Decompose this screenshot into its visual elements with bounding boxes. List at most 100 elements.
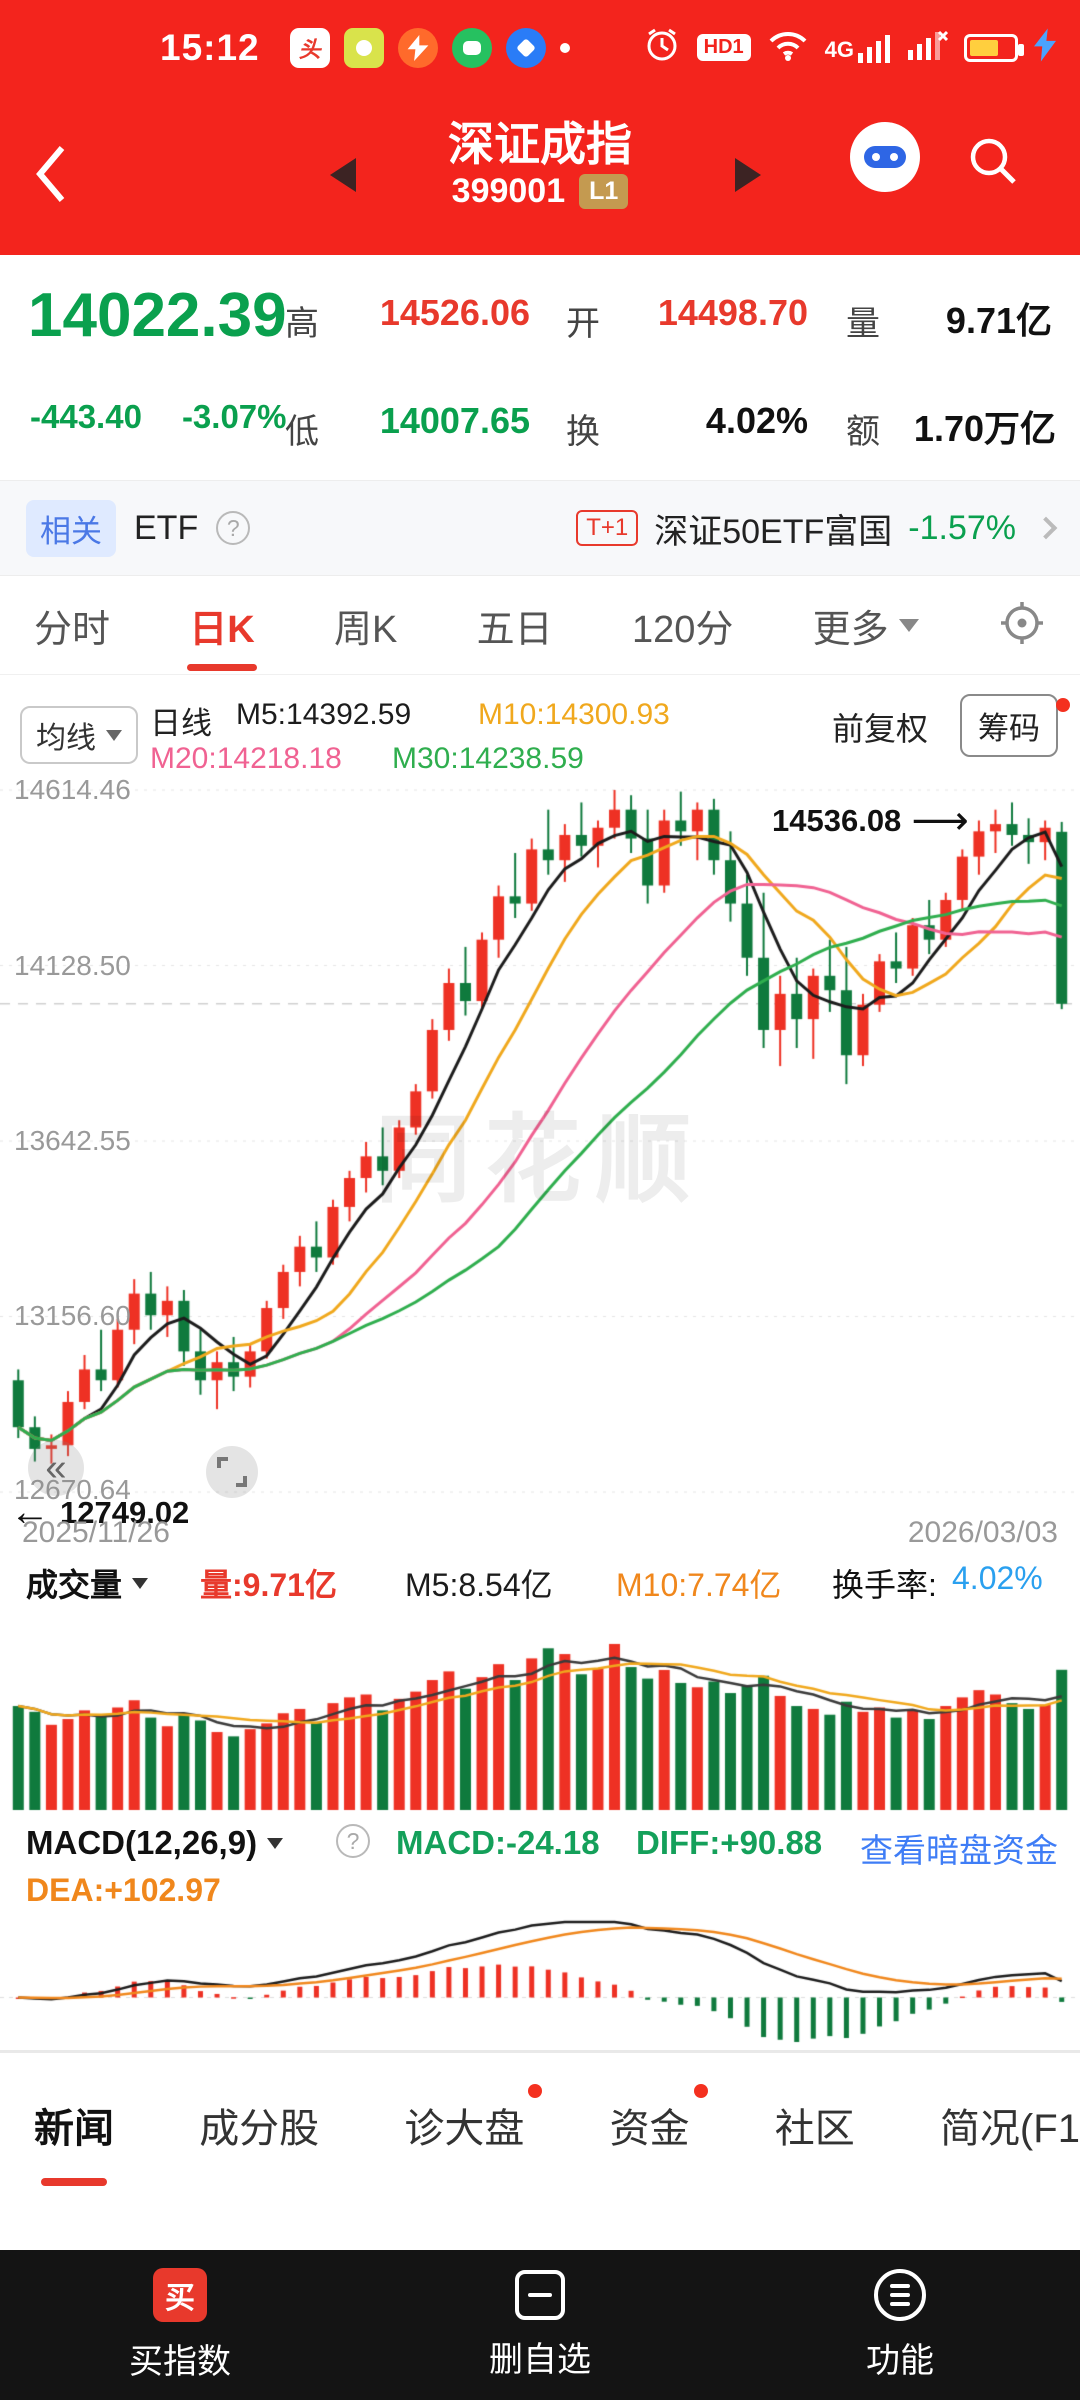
fullscreen-button[interactable] <box>206 1446 258 1498</box>
sticker-app-icon <box>343 27 384 68</box>
next-stock-button[interactable] <box>735 158 761 192</box>
left-arrow-icon: ← <box>10 1490 50 1534</box>
related-etf-name: 深证50ETF富国 <box>654 512 893 551</box>
volume-canvas[interactable] <box>0 1622 1080 1812</box>
watermark: 同花顺 <box>375 1107 705 1214</box>
t1-badge: T+1 <box>576 510 639 546</box>
low-label: 低 <box>285 413 319 451</box>
chips-distribution-button[interactable]: 筹码 <box>960 694 1058 757</box>
ma5-value: M5:14392.59 <box>236 698 412 731</box>
status-bar: 15:12 头 HD1 4G <box>0 0 1080 95</box>
tab-daily-k[interactable]: 日K <box>187 577 258 675</box>
ma20-value: M20:14218.18 <box>150 742 342 775</box>
date-start: 2025/11/26 <box>22 1516 170 1549</box>
flash-app-icon <box>397 27 438 68</box>
related-etf-change: -1.57% <box>908 508 1016 547</box>
volume-current: 量:9.71亿 <box>200 1567 337 1603</box>
open-label: 开 <box>566 305 600 343</box>
content-tab-bar: 新闻 成分股 诊大盘 资金 社区 简况(F1 <box>0 2056 1080 2194</box>
macd-canvas[interactable] <box>0 1916 1080 2048</box>
chart-settings-icon[interactable] <box>998 599 1046 652</box>
low-value: 14007.65 <box>379 400 530 441</box>
tab-constituents[interactable]: 成分股 <box>199 2107 320 2151</box>
date-end: 2026/03/03 <box>907 1516 1058 1549</box>
macd-pane-selector[interactable]: MACD(12,26,9) <box>26 1824 284 1862</box>
tab-five-day[interactable]: 五日 <box>476 609 553 651</box>
tab-minute[interactable]: 分时 <box>34 609 111 651</box>
tab-120min[interactable]: 120分 <box>631 609 734 651</box>
red-dot-badge <box>528 2084 543 2098</box>
notification-icons: 头 <box>289 27 570 68</box>
kline-canvas[interactable] <box>0 775 1080 1510</box>
turnover-rate-value: 4.02% <box>952 1560 1043 1596</box>
volume-pane-selector[interactable]: 成交量 <box>26 1560 149 1606</box>
tab-profile[interactable]: 简况(F1 <box>939 2107 1080 2151</box>
browser-app-icon <box>505 27 546 68</box>
buy-index-label: 买指数 <box>129 2342 231 2381</box>
high-label: 高 <box>285 305 319 343</box>
charging-bolt-icon <box>1034 28 1056 67</box>
toutiao-app-icon: 头 <box>289 27 330 68</box>
adjust-mode-label[interactable]: 前复权 <box>832 711 929 747</box>
buy-icon: 买 <box>153 2267 207 2322</box>
hd-call-badge: HD1 <box>696 34 751 61</box>
tab-more[interactable]: 更多 <box>813 577 919 675</box>
bottom-nav-bar: 买 买指数 删自选 功能 <box>0 2250 1080 2400</box>
notification-red-dot <box>1056 698 1070 712</box>
stock-code: 399001 <box>451 172 566 210</box>
price-change-pct: -3.07% <box>181 398 287 435</box>
y-axis-label: 13642.55 <box>14 1125 131 1156</box>
back-button[interactable] <box>30 140 74 213</box>
related-etf-row[interactable]: 相关 ETF ? T+1 深证50ETF富国 -1.57% <box>0 480 1080 576</box>
macd-help-icon[interactable]: ? <box>336 1824 370 1858</box>
status-icons: HD1 4G <box>643 26 1056 69</box>
clock-time: 15:12 <box>160 26 260 68</box>
price-change-row: -443.40 -3.07% <box>30 398 287 436</box>
top-red-header: 15:12 头 HD1 4G <box>0 0 1080 255</box>
price-change: -443.40 <box>30 398 142 435</box>
functions-button[interactable]: 功能 <box>720 2250 1080 2400</box>
y-axis-label: 14128.50 <box>14 950 131 981</box>
period-low-annotation: ← 12749.02 <box>10 1490 190 1534</box>
high-value: 14526.06 <box>379 292 530 333</box>
turnover-label: 换 <box>566 413 600 451</box>
section-divider <box>0 2050 1080 2053</box>
volume-ma5: M5:8.54亿 <box>405 1567 553 1603</box>
y-axis-label: 13156.60 <box>14 1300 131 1331</box>
cellular-4g-icon: 4G <box>825 33 892 63</box>
right-arrow-icon: ⟶ <box>911 799 969 843</box>
related-etf-label: ETF <box>134 508 199 547</box>
wifi-icon <box>767 28 809 67</box>
tab-funds[interactable]: 资金 <box>610 2056 708 2194</box>
history-back-button[interactable]: « <box>28 1440 84 1496</box>
tab-news[interactable]: 新闻 <box>34 2056 114 2194</box>
remove-watchlist-label: 删自选 <box>489 2340 591 2379</box>
tab-market-diagnosis[interactable]: 诊大盘 <box>404 2056 543 2194</box>
stock-code-row: 399001 L1 <box>0 172 1080 211</box>
more-notifications-dot <box>559 42 570 53</box>
ma-selector-button[interactable]: 均线 <box>20 706 138 764</box>
period-tab-bar: 分时 日K 周K 五日 120分 更多 <box>0 577 1080 675</box>
search-icon[interactable] <box>964 132 1022 195</box>
remove-watchlist-button[interactable]: 删自选 <box>360 2250 720 2400</box>
chat-app-icon <box>451 27 492 68</box>
related-badge: 相关 <box>26 499 116 557</box>
ma10-value: M10:14300.93 <box>478 698 670 731</box>
dark-pool-link[interactable]: 查看暗盘资金 <box>860 1832 1058 1869</box>
chevron-right-icon[interactable] <box>1034 516 1058 540</box>
amount-value: 1.70万亿 <box>913 408 1056 449</box>
help-icon[interactable]: ? <box>216 511 251 545</box>
cellular-nosim-icon <box>908 30 949 65</box>
dea-value: DEA:+102.97 <box>26 1872 221 1908</box>
red-dot-badge <box>693 2084 708 2098</box>
tab-weekly-k[interactable]: 周K <box>334 609 398 651</box>
volume-ma10: M10:7.74亿 <box>616 1567 782 1603</box>
assistant-robot-button[interactable] <box>850 122 920 192</box>
alarm-clock-icon <box>643 26 681 69</box>
volume-label: 量 <box>846 305 880 343</box>
prev-stock-button[interactable] <box>330 158 356 192</box>
buy-index-button[interactable]: 买 买指数 <box>0 2250 360 2400</box>
level1-badge: L1 <box>579 174 629 209</box>
tab-community[interactable]: 社区 <box>774 2107 855 2151</box>
